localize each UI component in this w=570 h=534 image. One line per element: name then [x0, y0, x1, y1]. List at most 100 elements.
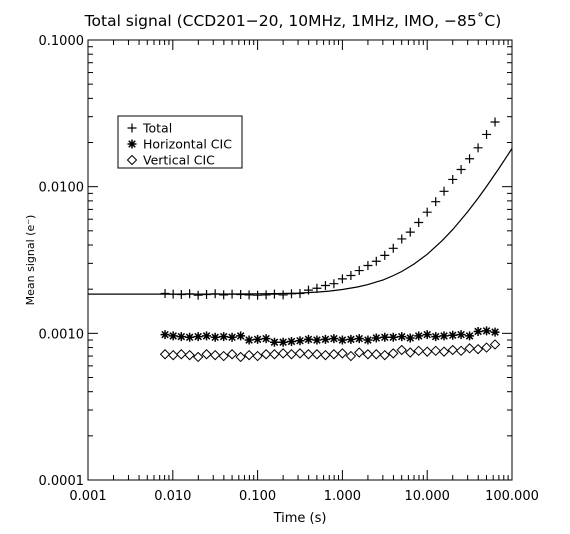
vertical-cic-point	[421, 346, 433, 357]
vertical-cic-point	[337, 348, 348, 359]
horizontal-cic-point	[473, 326, 483, 336]
horizontal-cic-point	[168, 331, 178, 341]
vertical-cic-point	[269, 349, 280, 360]
vertical-cic-point	[379, 349, 390, 361]
horizontal-cic-point	[363, 335, 373, 345]
horizontal-cic-point	[269, 337, 279, 347]
total-point	[320, 280, 330, 290]
x-tick-label: 1.000	[324, 489, 361, 504]
vertical-cic-point	[328, 349, 340, 360]
vertical-cic-point	[489, 339, 501, 350]
horizontal-cic-point	[160, 330, 170, 340]
series-total	[160, 117, 500, 300]
total-point	[363, 261, 373, 271]
x-tick-label: 0.100	[239, 489, 276, 504]
total-point	[202, 289, 212, 299]
total-point	[329, 279, 339, 289]
vertical-cic-point	[209, 349, 221, 361]
total-point	[286, 289, 296, 299]
legend-label-total: Total	[142, 121, 172, 136]
x-tick-label: 0.001	[69, 489, 106, 504]
vertical-cic-point	[235, 351, 246, 363]
fit-line-group	[88, 148, 513, 295]
vertical-cic-point	[243, 349, 255, 361]
total-point	[337, 274, 347, 284]
x-tick-label: 10.000	[404, 489, 450, 504]
legend-marker-horizontal-cic	[127, 139, 137, 149]
total-point	[185, 289, 195, 299]
horizontal-cic-point	[295, 336, 305, 346]
x-tick-label: 100.000	[485, 489, 539, 504]
vertical-cic-point	[464, 343, 475, 354]
horizontal-cic-point	[439, 331, 449, 341]
horizontal-cic-point	[380, 332, 390, 342]
vertical-cic-point	[320, 349, 331, 361]
vertical-cic-point	[252, 350, 263, 362]
legend-marker-total	[127, 123, 137, 133]
vertical-cic-point	[184, 349, 195, 361]
total-point	[193, 290, 203, 300]
y-tick-label: 0.0100	[39, 181, 85, 196]
total-point	[210, 289, 220, 299]
vertical-cic-point	[362, 349, 374, 360]
y-tick-label: 0.1000	[39, 34, 85, 49]
vertical-cic-point	[201, 349, 212, 360]
horizontal-cic-point	[354, 334, 364, 344]
horizontal-cic-point	[456, 330, 466, 340]
total-point	[295, 288, 305, 298]
vertical-cic-point	[438, 346, 450, 357]
horizontal-cic-point	[482, 326, 492, 336]
y-tick-label: 0.0001	[39, 474, 85, 489]
total-point	[278, 290, 288, 300]
total-point	[405, 227, 415, 237]
horizontal-cic-point	[414, 331, 424, 341]
horizontal-cic-point	[236, 331, 246, 341]
horizontal-cic-point	[210, 332, 220, 342]
axis-ticks	[87, 39, 513, 481]
vertical-cic-point	[472, 343, 484, 355]
vertical-cic-point	[405, 347, 416, 358]
horizontal-cic-point	[303, 334, 313, 344]
x-axis-label: Time (s)	[273, 511, 327, 526]
vertical-cic-point	[430, 345, 441, 357]
total-point	[354, 266, 364, 276]
horizontal-cic-point	[422, 330, 432, 340]
x-tick-label: 0.010	[154, 489, 191, 504]
total-point	[219, 290, 229, 300]
vertical-cic-point	[176, 349, 187, 360]
total-point	[448, 174, 458, 184]
total-point	[482, 129, 492, 139]
total-point	[160, 288, 170, 298]
horizontal-cic-point	[219, 332, 229, 342]
horizontal-cic-point	[346, 334, 356, 344]
plot-frame	[87, 39, 513, 481]
horizontal-cic-point	[261, 334, 271, 344]
legend-label-vertical-cic: Vertical CIC	[143, 153, 215, 168]
legend-marker-vertical-cic	[126, 154, 138, 166]
total-point	[253, 290, 263, 300]
horizontal-cic-point	[227, 332, 237, 342]
vertical-cic-point	[455, 345, 467, 357]
total-point	[422, 207, 432, 217]
vertical-cic-point	[396, 344, 407, 356]
total-point	[380, 250, 390, 260]
total-point	[303, 285, 313, 295]
horizontal-cic-point	[337, 335, 347, 345]
vertical-cic-point	[294, 348, 306, 359]
horizontal-cic-point	[405, 333, 415, 343]
total-point	[168, 289, 178, 299]
total-point	[490, 117, 500, 127]
y-tick-label: 0.0010	[39, 327, 85, 342]
horizontal-cic-point	[278, 337, 288, 347]
vertical-cic-point	[218, 350, 229, 362]
legend-label-horizontal-cic: Horizontal CIC	[143, 137, 232, 152]
legend-box	[117, 115, 243, 169]
chart-title: Total signal (CCD201−20, 10MHz, 1MHz, IM…	[84, 12, 502, 30]
vertical-cic-point	[159, 349, 171, 360]
horizontal-cic-point	[329, 334, 339, 344]
vertical-cic-point	[167, 349, 179, 361]
vertical-cic-point	[447, 344, 458, 356]
horizontal-cic-point	[397, 332, 407, 342]
